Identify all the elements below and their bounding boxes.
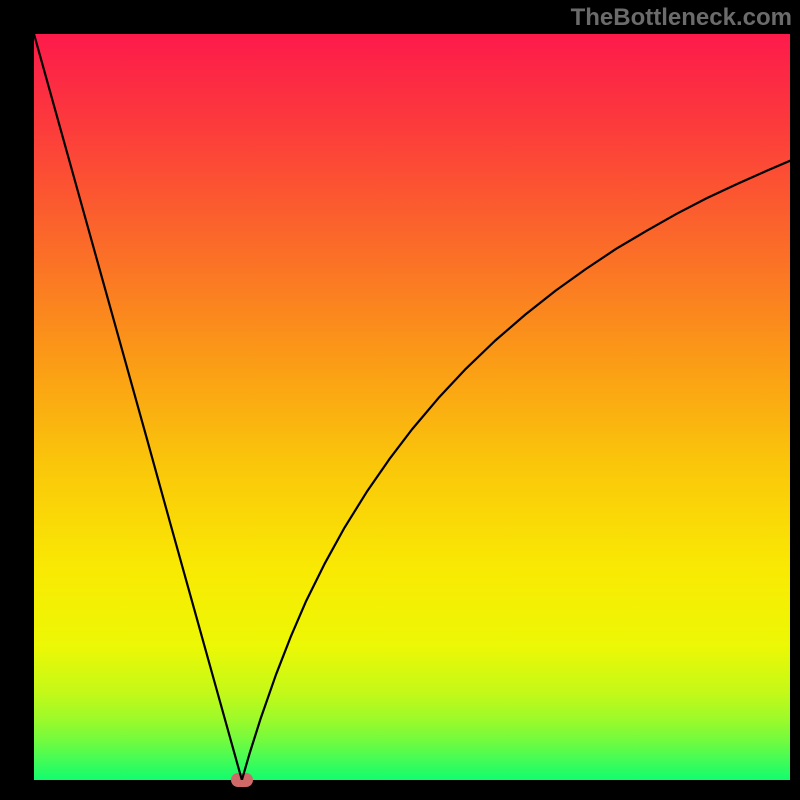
minimum-marker [231,773,253,787]
bottleneck-curve [34,34,790,780]
chart-canvas: { "watermark": { "text": "TheBottleneck.… [0,0,800,800]
curve-path [34,34,790,780]
plot-area [34,34,790,780]
